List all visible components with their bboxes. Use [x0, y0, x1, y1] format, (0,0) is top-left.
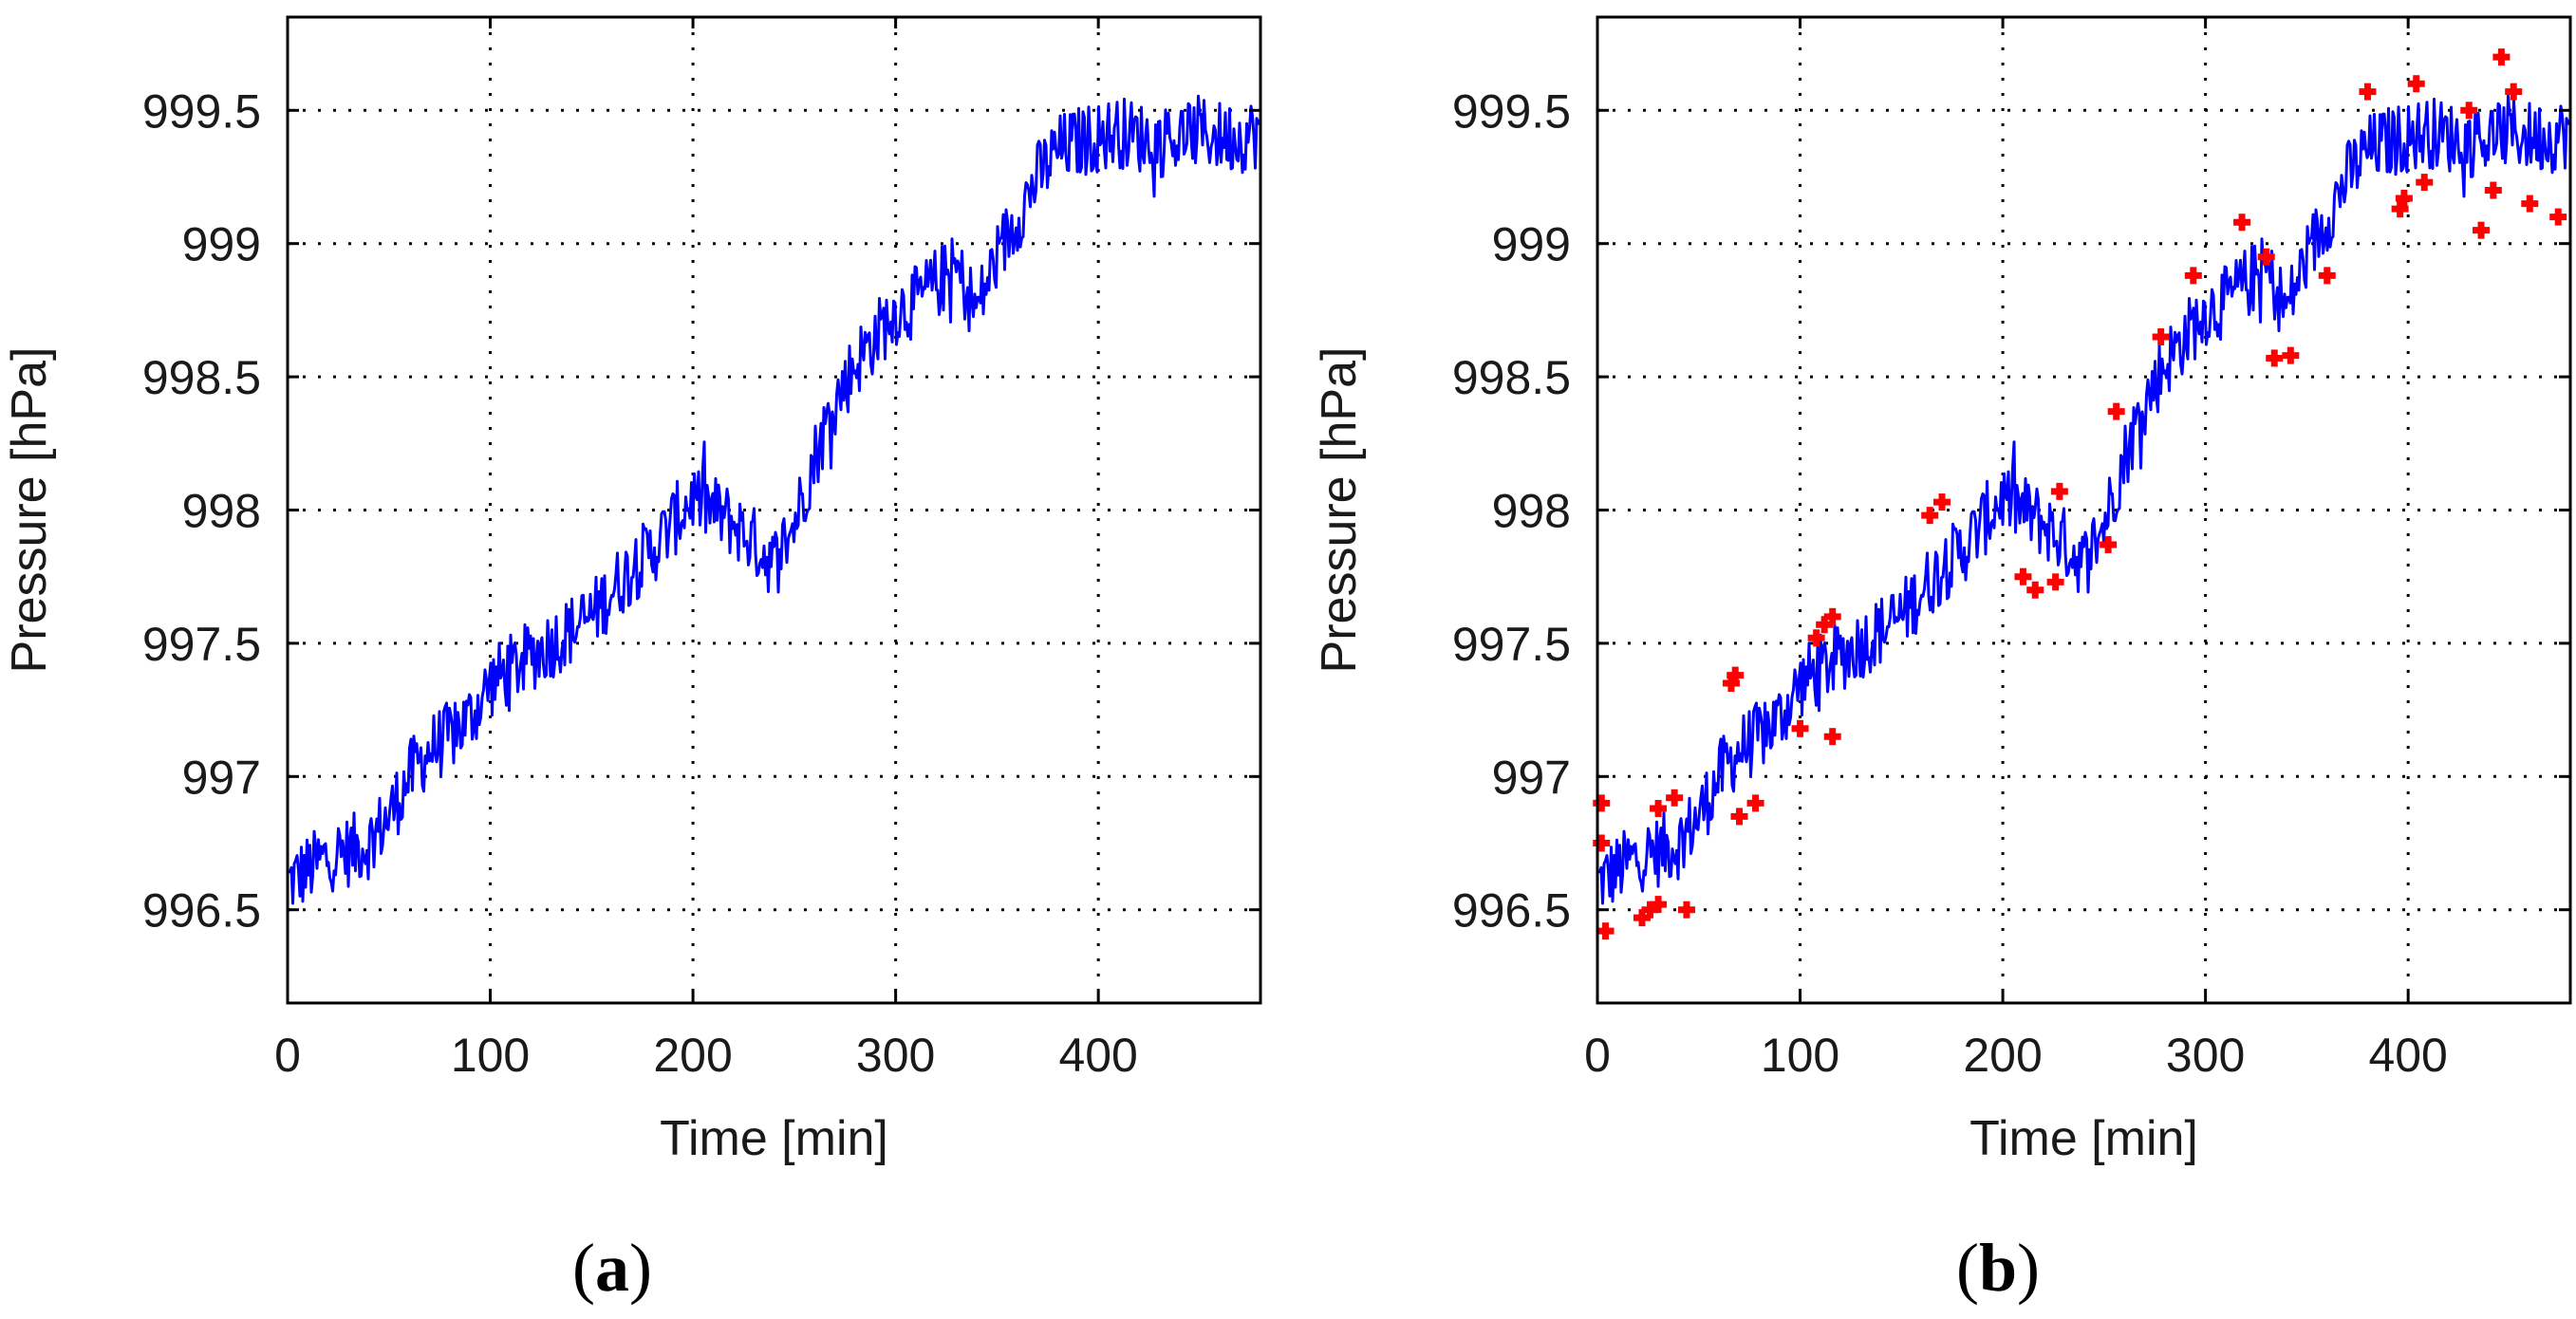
y-axis-title: Pressure [hPa] [2, 347, 57, 674]
outlier-marker [1650, 800, 1668, 818]
outlier-marker [2407, 75, 2425, 93]
panel-a: 0 100 200 300 400 996.5 997 997.5 998 998.5 999 999… [2, 15, 1262, 1306]
y-tick-label: 998.5 [1452, 351, 1571, 404]
y-tick-label: 997.5 [142, 618, 261, 671]
outlier-marker [2416, 174, 2434, 192]
outlier-marker [2282, 346, 2300, 364]
panel-b: 0 100 200 300 400 996.5 997 997.5 998 998.5 999 999… [1312, 15, 2572, 1306]
x-tick-label: 200 [653, 1029, 732, 1082]
x-tick-label: 0 [274, 1029, 301, 1082]
pressure-trace [288, 94, 1261, 905]
outlier-marker [2266, 349, 2284, 367]
x-tick-label: 300 [856, 1029, 935, 1082]
outlier-marker [2184, 267, 2202, 285]
y-tick-label: 997 [1492, 751, 1571, 804]
outlier-marker [1933, 493, 1951, 511]
outlier-marker [2046, 573, 2064, 591]
outlier-markers [1593, 48, 2567, 940]
outlier-marker [2391, 200, 2409, 218]
outlier-marker [2505, 83, 2523, 101]
panel-label-close: ) [629, 1230, 652, 1306]
outlier-marker [1746, 794, 1764, 812]
y-tick-label: 996.5 [1452, 884, 1571, 938]
outlier-marker [1823, 728, 1841, 746]
y-tick-label: 999.5 [1452, 84, 1571, 138]
outlier-marker [2473, 221, 2491, 239]
outlier-marker [1677, 901, 1695, 919]
outlier-marker [2257, 248, 2275, 266]
x-axis-title: Time [min] [660, 1111, 888, 1166]
y-tick-label: 998.5 [142, 351, 261, 404]
outlier-marker [2359, 83, 2377, 101]
y-tick-label: 996.5 [142, 884, 261, 938]
outlier-marker [2484, 181, 2502, 199]
outlier-marker [2152, 327, 2170, 345]
panel-label-letter: b [1979, 1230, 2017, 1306]
outlier-marker [2014, 567, 2032, 585]
outlier-marker [2460, 102, 2478, 120]
panel-label-open: ( [572, 1230, 595, 1306]
panel-label: (a) [572, 1230, 652, 1306]
outlier-marker [2233, 214, 2251, 232]
panel-label: (b) [1956, 1230, 2040, 1306]
outlier-marker [2107, 402, 2125, 420]
outlier-marker [1666, 789, 1684, 807]
outlier-marker [1921, 507, 1939, 525]
outlier-marker [2492, 48, 2511, 66]
panel-label-open: ( [1956, 1230, 1979, 1306]
outlier-marker [2521, 195, 2539, 213]
x-tick-label: 0 [1584, 1029, 1611, 1082]
x-tick-label: 100 [1761, 1029, 1839, 1082]
y-tick-label: 999.5 [142, 84, 261, 138]
x-axis-title: Time [min] [1969, 1111, 2198, 1166]
y-tick-label: 997 [182, 751, 261, 804]
x-tick-label: 400 [1058, 1029, 1137, 1082]
y-tick-label: 999 [1492, 218, 1571, 271]
x-tick-label: 200 [1963, 1029, 2042, 1082]
y-tick-label: 997.5 [1452, 618, 1571, 671]
outlier-marker [1593, 794, 1611, 812]
outlier-marker [2100, 536, 2118, 554]
x-tick-label: 300 [2166, 1029, 2245, 1082]
outlier-marker [1596, 922, 1615, 940]
outlier-marker [2026, 581, 2044, 599]
pressure-trace [1597, 94, 2571, 905]
outlier-marker [2318, 267, 2336, 285]
outlier-marker [2395, 189, 2413, 207]
x-tick-label: 100 [451, 1029, 530, 1082]
panel-label-close: ) [2017, 1230, 2040, 1306]
y-tick-label: 999 [182, 218, 261, 271]
outlier-marker [1593, 834, 1611, 852]
x-tick-label: 400 [2368, 1029, 2447, 1082]
outlier-marker [1823, 607, 1841, 625]
outlier-marker [1727, 666, 1745, 684]
y-axis-title: Pressure [hPa] [1312, 347, 1367, 674]
outlier-marker [1730, 808, 1748, 826]
outlier-marker [1650, 896, 1668, 914]
y-tick-label: 998 [182, 485, 261, 538]
outlier-marker [1807, 629, 1825, 647]
outlier-marker [1791, 719, 1809, 737]
outlier-marker [2549, 208, 2567, 226]
outlier-marker [2050, 482, 2068, 500]
panel-label-letter: a [595, 1230, 629, 1306]
y-tick-label: 998 [1492, 485, 1571, 538]
